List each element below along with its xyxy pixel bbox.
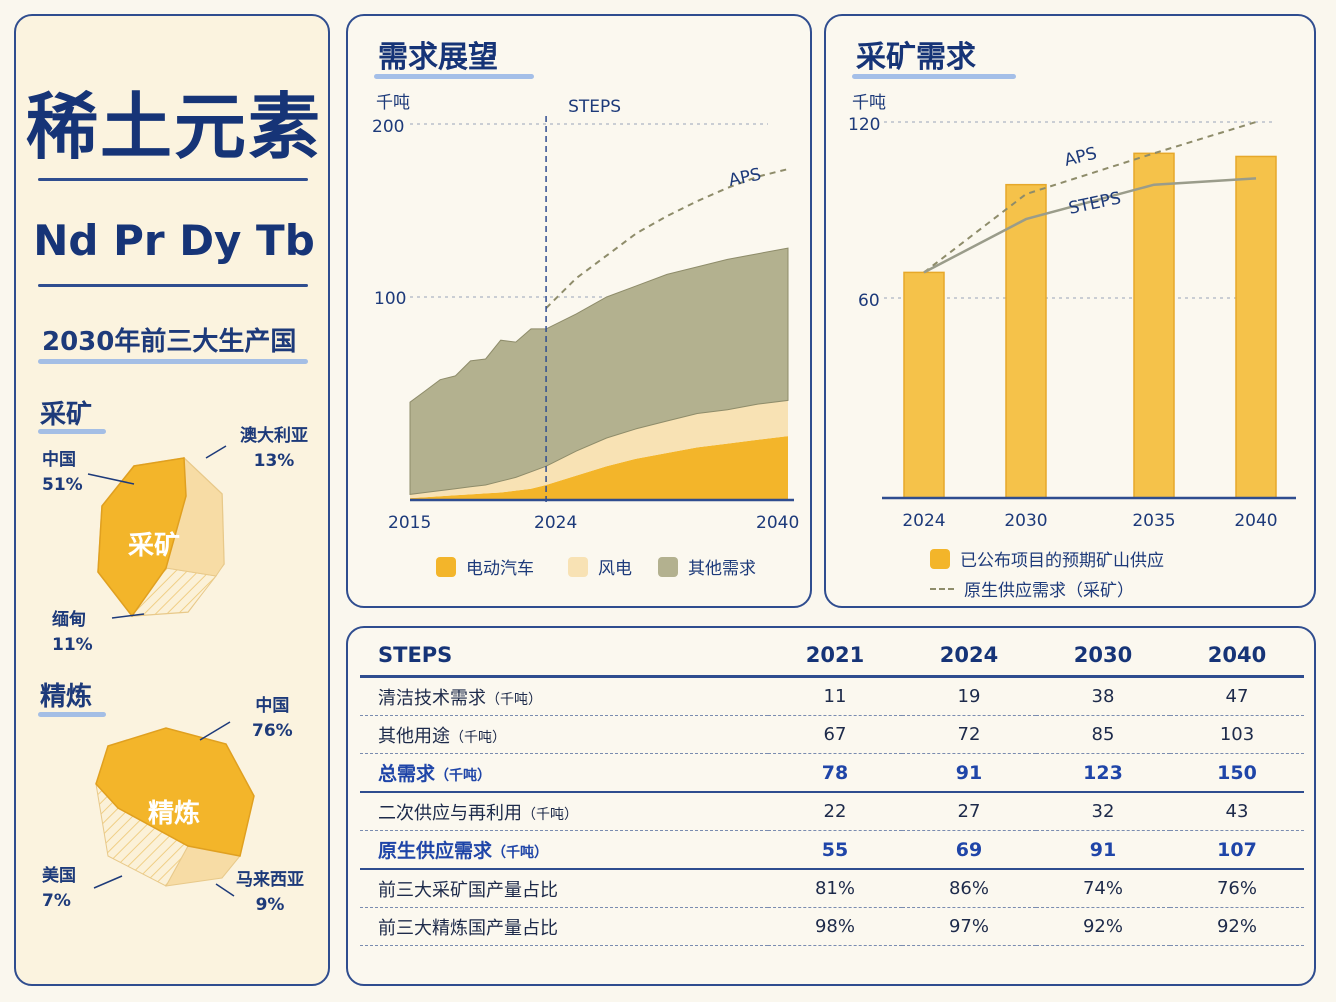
leader-line <box>87 473 135 485</box>
x-tick-label: 2040 <box>756 513 799 533</box>
x-tick-label: 2030 <box>1004 511 1047 531</box>
x-tick-label: 2035 <box>1132 511 1175 531</box>
demand-chart-title: 需求展望 <box>378 40 498 75</box>
legend-ev: 电动汽车 <box>436 554 534 579</box>
producers-subtitle: 2030年前三大生产国 <box>42 327 297 357</box>
x-tick-label: 2024 <box>902 511 945 531</box>
subtitle-underline <box>38 359 308 364</box>
steps-line-label: STEPS <box>1067 188 1123 219</box>
y-unit-label: 千吨 <box>852 93 886 113</box>
bar-2040 <box>1235 155 1277 499</box>
legend-swatch <box>930 548 950 569</box>
aps-dashed-line <box>545 168 789 309</box>
leader-line <box>205 445 227 459</box>
mining-demand-panel: 采矿需求 千吨 120 60 APS STEPS 2024 2030 2035 204… <box>824 14 1316 608</box>
main-title: 稀土元素 <box>25 84 322 169</box>
legend-swatch <box>436 556 456 577</box>
bar-2024 <box>903 271 945 499</box>
y-tick-label: 60 <box>858 291 880 311</box>
mining-pie: 采矿 <box>87 445 227 619</box>
element-list: Nd Pr Dy Tb <box>33 216 315 265</box>
y-unit-label: 千吨 <box>376 93 410 113</box>
leader-line <box>93 875 123 889</box>
area-ev <box>410 436 788 500</box>
refining-slice-china <box>95 727 255 857</box>
table-row: 前三大采矿国产量占比 81% 86% 74% 76% <box>360 869 1304 908</box>
mining-chart-title: 采矿需求 <box>856 40 976 75</box>
mining-australia-label: 澳大利亚 13% <box>240 426 308 471</box>
divider <box>38 178 308 181</box>
refining-pie-center-label: 精炼 <box>148 799 200 829</box>
y-tick-label: 100 <box>374 289 406 309</box>
x-tick-label: 2040 <box>1234 511 1277 531</box>
demand-area-chart: 千吨 200 100 APS STEPS 2015 2024 2040 <box>372 93 799 533</box>
refining-usa-label: 美国 7% <box>42 866 76 911</box>
x-tick-label: 2024 <box>534 513 577 533</box>
area-other <box>409 247 789 495</box>
table-header-cell: 2030 <box>1036 628 1170 678</box>
legend-swatch <box>658 556 678 577</box>
mining-china-label: 中国 51% <box>42 450 83 495</box>
mining-pie-center-label: 采矿 <box>128 530 180 561</box>
title-underline <box>374 74 534 79</box>
refining-pie: 精炼 <box>93 721 255 897</box>
bar-2030 <box>1005 183 1047 499</box>
steps-label: STEPS <box>568 97 621 117</box>
aps-label: APS <box>727 165 763 191</box>
bar-group <box>903 152 1277 499</box>
bar-2035 <box>1133 152 1175 499</box>
mining-slice-china <box>97 457 187 618</box>
divider <box>38 284 308 287</box>
demand-outlook-panel: 需求展望 千吨 200 100 APS STEPS 2015 2024 2040… <box>346 14 812 608</box>
leader-line <box>111 613 145 619</box>
x-tick-group: 2024 2030 2035 2040 <box>902 511 1277 531</box>
area-wind <box>410 400 788 499</box>
mining-section-label: 采矿 <box>40 400 93 430</box>
mining-myanmar-label: 缅甸 11% <box>52 610 93 655</box>
mining-bar-chart: 千吨 120 60 APS STEPS 2024 2030 2035 2040 <box>848 93 1296 531</box>
legend-line-swatch <box>930 587 954 590</box>
y-tick-label: 120 <box>848 115 880 135</box>
mining-underline <box>38 429 106 434</box>
area-layers <box>409 247 789 500</box>
legend-other: 其他需求 <box>658 554 756 579</box>
title-underline <box>852 74 1016 79</box>
table-header-cell: 2021 <box>768 628 902 678</box>
legend-swatch <box>568 556 588 577</box>
legend-bar: 已公布项目的预期矿山供应 <box>930 546 1164 571</box>
steps-data-table: STEPS 2021 2024 2030 2040 清洁技术需求（千吨） 11 … <box>360 628 1304 946</box>
refining-malaysia-label: 马来西亚 9% <box>236 870 304 915</box>
table-header-cell: 2040 <box>1170 628 1304 678</box>
legend-line: 原生供应需求（采矿） <box>930 576 1134 601</box>
leader-line <box>215 883 235 897</box>
aps-line-label: APS <box>1062 144 1099 171</box>
refining-section-label: 精炼 <box>40 682 93 712</box>
left-summary-panel: 稀土元素 Nd Pr Dy Tb 2030年前三大生产国 采矿 采矿 中国 51%… <box>14 14 330 986</box>
steps-table-panel: STEPS 2021 2024 2030 2040 清洁技术需求（千吨） 11 … <box>346 626 1316 986</box>
table-row: 二次供应与再利用（千吨） 22 27 32 43 <box>360 792 1304 831</box>
refining-china-label: 中国 76% <box>252 696 293 741</box>
refining-underline <box>38 712 106 717</box>
table-header-cell: STEPS <box>360 628 768 678</box>
table-header-row: STEPS 2021 2024 2030 2040 <box>360 628 1304 678</box>
legend-wind: 风电 <box>568 554 632 579</box>
y-tick-label: 200 <box>372 117 404 137</box>
table-row: 总需求（千吨） 78 91 123 150 <box>360 753 1304 793</box>
leader-line <box>199 721 231 741</box>
x-tick-label: 2015 <box>388 513 431 533</box>
table-row: 前三大精炼国产量占比 98% 97% 92% 92% <box>360 907 1304 946</box>
table-row: 清洁技术需求（千吨） 11 19 38 47 <box>360 676 1304 716</box>
table-row: 原生供应需求（千吨） 55 69 91 107 <box>360 830 1304 870</box>
table-header-cell: 2024 <box>902 628 1036 678</box>
steps-line <box>923 177 1257 274</box>
table-row: 其他用途（千吨） 67 72 85 103 <box>360 715 1304 754</box>
